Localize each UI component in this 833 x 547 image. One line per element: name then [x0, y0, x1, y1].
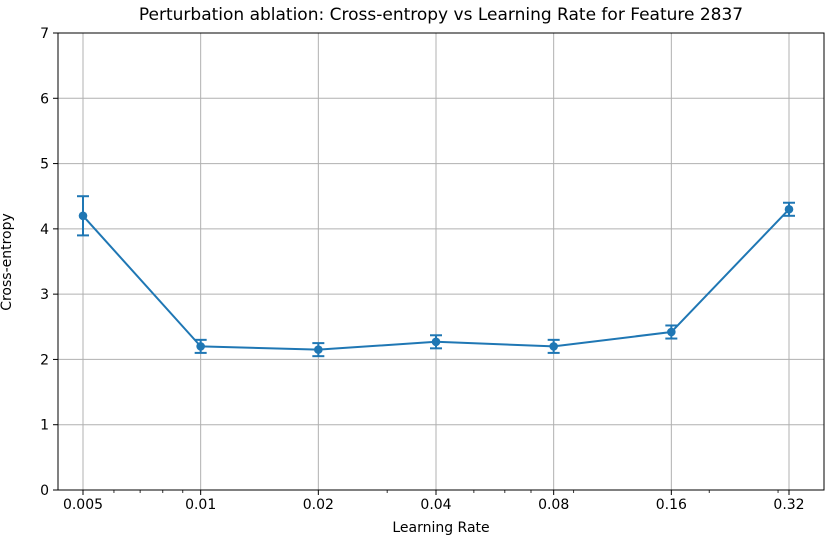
data-point-marker: [784, 204, 794, 214]
y-tick-label: 1: [40, 418, 49, 434]
y-tick-label: 5: [40, 157, 49, 173]
x-tick-label: 0.02: [303, 497, 334, 513]
data-points: [78, 204, 794, 354]
data-point-marker: [549, 342, 558, 351]
data-point-marker: [196, 342, 205, 351]
x-tick-label: 0.16: [656, 497, 687, 513]
x-tick-label: 0.04: [420, 497, 451, 513]
x-axis-label: Learning Rate: [392, 520, 490, 536]
y-tick-labels: 0 1 2 3 4 5 6 7: [40, 26, 49, 499]
data-point-marker: [78, 211, 88, 221]
y-gridlines: [58, 32, 824, 491]
x-ticks: [82, 490, 790, 495]
y-tick-label: 7: [40, 26, 49, 42]
data-point-marker: [667, 327, 676, 337]
chart-title: Perturbation ablation: Cross-entropy vs …: [138, 5, 744, 25]
x-tick-label: 0.01: [185, 497, 216, 513]
data-point-marker: [314, 345, 323, 354]
y-tick-label: 6: [40, 91, 49, 107]
x-gridlines: [82, 33, 790, 490]
x-tick-label: 0.005: [63, 497, 103, 513]
plot-border: [57, 32, 825, 491]
x-tick-label: 0.32: [773, 497, 804, 513]
x-tick-labels: 0.005 0.01 0.02 0.04 0.08 0.16 0.32: [63, 497, 805, 513]
y-axis-label: Cross-entropy: [0, 213, 15, 311]
y-tick-label: 0: [40, 483, 49, 499]
y-tick-label: 4: [40, 222, 49, 238]
y-tick-label: 3: [40, 287, 49, 303]
y-tick-label: 2: [40, 352, 49, 368]
x-tick-label: 0.08: [538, 497, 569, 513]
data-point-marker: [431, 337, 441, 347]
y-ticks: [53, 32, 58, 491]
plot-border: [57, 32, 825, 491]
